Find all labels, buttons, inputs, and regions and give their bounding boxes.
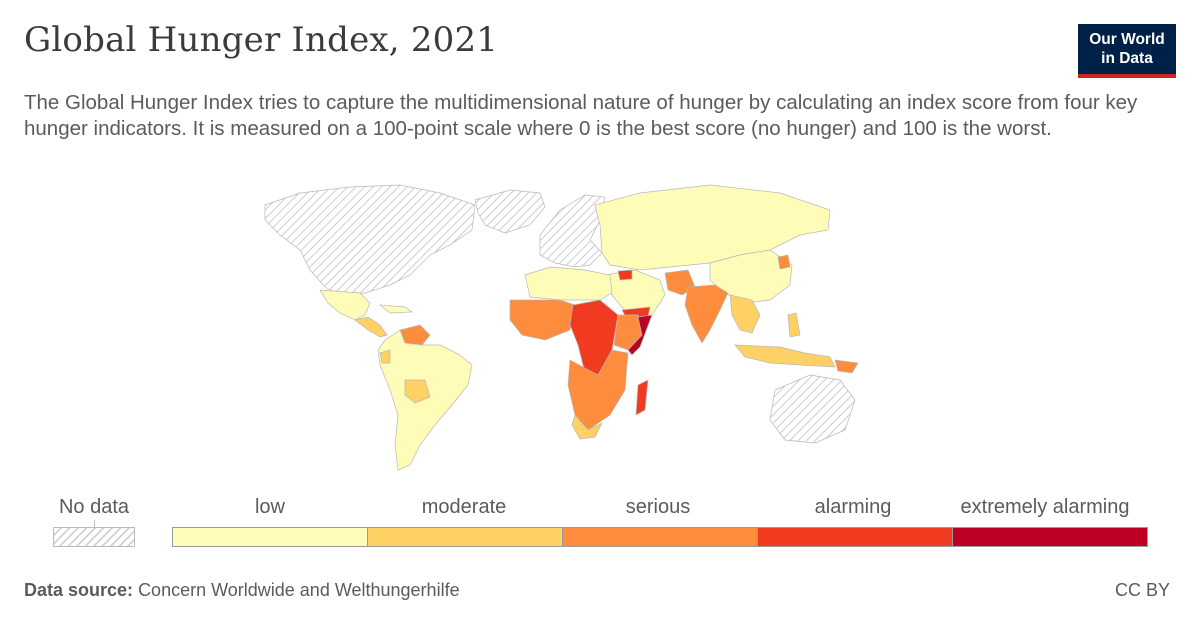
- region-southeast-asia[interactable]: [729, 294, 761, 334]
- legend-no-data-swatch: [53, 527, 135, 547]
- logo-line-2: in Data: [1101, 50, 1153, 67]
- legend-bin-serious[interactable]: [563, 528, 758, 546]
- legend-bin-extremely-alarming[interactable]: [953, 528, 1147, 546]
- license-link[interactable]: CC BY: [1114, 580, 1170, 600]
- chart-title: Global Hunger Index, 2021: [24, 20, 499, 60]
- region-central-america[interactable]: [354, 316, 388, 338]
- logo-line-1: Our World: [1089, 31, 1165, 48]
- country-madagascar[interactable]: [635, 379, 649, 416]
- region-north-america[interactable]: [264, 184, 476, 296]
- legend-bin-label-low: low: [254, 496, 286, 518]
- country-north-korea[interactable]: [777, 254, 791, 270]
- region-north-africa[interactable]: [524, 266, 613, 301]
- legend-bin-label-extremely-alarming: extremely alarming: [960, 496, 1130, 518]
- legend-bin-label-moderate: moderate: [421, 496, 507, 518]
- country-papua-new-guinea[interactable]: [834, 359, 859, 374]
- legend-bin-label-alarming: alarming: [814, 496, 892, 518]
- country-syria[interactable]: [617, 269, 633, 281]
- region-southern-africa[interactable]: [567, 349, 629, 431]
- region-south-america[interactable]: [377, 329, 473, 471]
- logo-owid[interactable]: Our World in Data: [1078, 24, 1176, 78]
- country-philippines[interactable]: [787, 312, 801, 338]
- region-russia-central-asia[interactable]: [594, 184, 831, 271]
- country-somalia[interactable]: [627, 314, 653, 356]
- country-ecuador[interactable]: [379, 349, 391, 364]
- region-caribbean[interactable]: [378, 304, 414, 314]
- data-source-text[interactable]: Concern Worldwide and Welthungerhilfe: [138, 580, 460, 600]
- region-australia[interactable]: [769, 374, 856, 444]
- country-south-africa[interactable]: [571, 414, 603, 440]
- region-greenland[interactable]: [474, 189, 546, 234]
- chart-subtitle: The Global Hunger Index tries to capture…: [24, 91, 1138, 140]
- country-india[interactable]: [684, 284, 729, 344]
- legend-no-data-tick: [94, 520, 95, 527]
- legend-no-data-label: No data: [58, 496, 130, 518]
- data-source: Data source: Concern Worldwide and Welth…: [24, 580, 460, 601]
- legend-color-scale: [172, 527, 1148, 547]
- data-source-label: Data source:: [24, 580, 134, 600]
- country-mexico[interactable]: [319, 289, 371, 321]
- region-europe[interactable]: [539, 194, 606, 268]
- region-indonesia[interactable]: [734, 344, 836, 368]
- legend-bin-moderate[interactable]: [368, 528, 563, 546]
- region-west-africa[interactable]: [509, 299, 576, 341]
- legend-bin-low[interactable]: [173, 528, 368, 546]
- legend-bin-alarming[interactable]: [758, 528, 953, 546]
- legend-bin-label-serious: serious: [625, 496, 691, 518]
- logo-accent-bar: [1078, 74, 1176, 78]
- world-map: [264, 184, 859, 471]
- country-bolivia[interactable]: [404, 379, 431, 404]
